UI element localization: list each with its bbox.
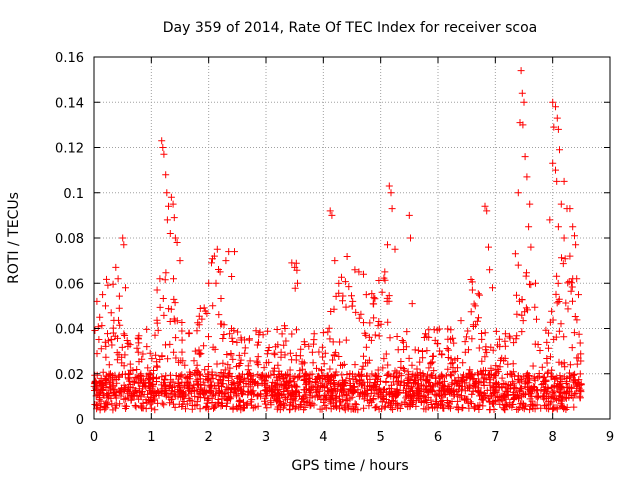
x-tick-label: 0 [90, 430, 98, 445]
x-tick-label: 4 [319, 430, 327, 445]
axis-ticks [93, 56, 611, 420]
y-tick-label: 0.02 [55, 368, 84, 383]
y-tick-label: 0.04 [55, 323, 84, 338]
x-tick-label: 9 [606, 430, 614, 445]
y-tick-label: 0.14 [55, 96, 84, 111]
x-tick-label: 5 [377, 430, 385, 445]
y-tick-label: 0.12 [55, 142, 84, 157]
chart-title: Day 359 of 2014, Rate Of TEC Index for r… [163, 20, 538, 36]
x-tick-label: 7 [491, 430, 499, 445]
x-tick-label: 3 [262, 430, 270, 445]
y-tick-label: 0.16 [55, 51, 84, 66]
tick-labels: 0 1 2 3 4 5 6 7 8 9 0 0.02 0.04 0.06 0.08 0.1 0.12 0.14 0.… [55, 51, 614, 445]
y-tick-label: 0.08 [55, 232, 84, 247]
x-axis-label: GPS time / hours [291, 458, 408, 474]
y-tick-label: 0.06 [55, 277, 84, 292]
scatter-plus-markers [90, 67, 585, 414]
x-tick-label: 8 [549, 430, 557, 445]
x-tick-label: 6 [434, 430, 442, 445]
x-tick-label: 1 [147, 430, 155, 445]
y-tick-label: 0 [76, 413, 84, 428]
y-axis-label: ROTI / TECUs [6, 192, 22, 284]
y-tick-label: 0.1 [63, 187, 84, 202]
x-tick-label: 2 [205, 430, 213, 445]
data-points [90, 67, 585, 414]
